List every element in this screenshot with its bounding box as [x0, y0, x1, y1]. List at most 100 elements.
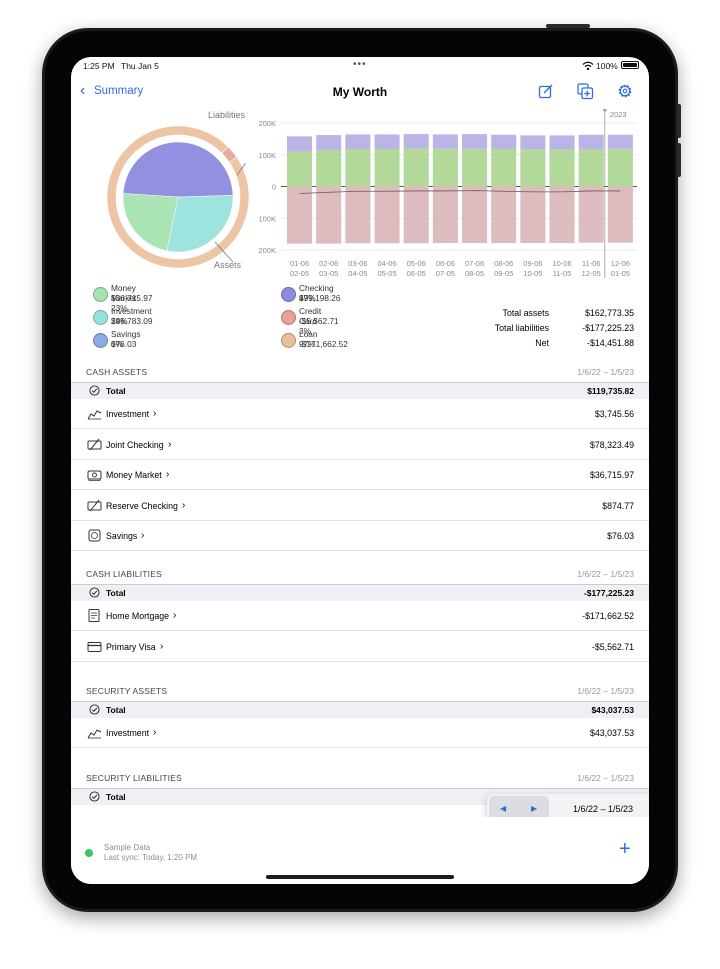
account-row-money-market[interactable]: Money Market $36,715.97 ›	[71, 460, 649, 490]
multitasking-dots-icon[interactable]: •••	[353, 59, 367, 70]
bar-segment	[403, 186, 429, 244]
status-date: Thu Jan 5	[121, 61, 159, 71]
check-icon	[87, 438, 102, 450]
net-worth-line	[299, 190, 621, 194]
bar-segment	[287, 151, 313, 187]
bar-segment	[345, 134, 371, 150]
assets-leader-line	[214, 241, 234, 263]
chevron-right-icon: ›	[153, 408, 157, 419]
gear-icon[interactable]	[617, 83, 633, 99]
security-assets-range: 1/6/22 – 1/5/23	[577, 686, 634, 696]
account-row-savings[interactable]: Savings $76.03 ›	[71, 521, 649, 551]
account-row-joint-checking[interactable]: Joint Checking $78,323.49 ›	[71, 430, 649, 460]
bar-segment	[432, 186, 458, 244]
top-button	[546, 24, 590, 28]
money-icon	[87, 470, 102, 481]
bar-segment	[403, 148, 429, 187]
pie-slice-investment	[166, 195, 234, 253]
bar-segment	[316, 186, 342, 244]
liabilities-ring	[106, 125, 250, 269]
account-balance: $36,715.97	[589, 470, 634, 480]
total-label: Total	[106, 792, 126, 802]
total-liabilities-value: -$177,225.23	[582, 323, 634, 333]
legend-swatch	[281, 310, 296, 325]
legend-label: Checking 49%	[299, 283, 334, 303]
chart-icon	[87, 729, 102, 739]
account-balance: $3,745.56	[594, 409, 634, 419]
x-tick-label: 04-05	[348, 269, 367, 278]
legend-value: $36,715.97	[111, 293, 153, 303]
x-tick-label: 11-06	[582, 259, 601, 268]
legend-swatch	[281, 333, 296, 348]
chart-legend: Money Market 23% $36,715.97 Investment 29%…	[93, 283, 393, 353]
credit-card-icon	[87, 641, 102, 652]
x-tick-label: 06-06	[436, 259, 455, 268]
x-tick-label: 09-05	[494, 269, 513, 278]
total-assets-label: Total assets	[502, 308, 549, 318]
x-tick-label: 06-05	[407, 269, 426, 278]
bar-segment	[345, 186, 371, 244]
assets-pie	[122, 141, 234, 253]
status-time: 1:25 PM	[83, 61, 115, 71]
account-row-reserve-checking[interactable]: Reserve Checking $874.77 ›	[71, 491, 649, 521]
bar-segment	[491, 134, 517, 150]
bar-segment	[403, 134, 429, 149]
chevron-right-icon: ›	[166, 469, 170, 480]
legend-swatch	[93, 333, 108, 348]
bar-segment	[520, 135, 546, 150]
chevron-right-icon: ›	[141, 530, 145, 541]
piggy-bank-icon	[88, 529, 101, 542]
screen: 1:25 PM Thu Jan 5 ••• 100% ‹ Summary My …	[71, 57, 649, 884]
duplicate-add-icon[interactable]	[577, 83, 594, 100]
bar-segment	[520, 186, 546, 244]
battery-icon	[621, 61, 639, 69]
x-tick-label: 10-06	[552, 259, 571, 268]
compose-icon[interactable]	[538, 83, 554, 99]
bar-segment	[462, 148, 488, 187]
account-name: Joint Checking	[106, 439, 164, 450]
legend-label: Savings 0%	[111, 329, 141, 349]
account-row-investment[interactable]: Investment $3,745.56 ›	[71, 399, 649, 429]
bar-segment	[578, 149, 604, 187]
account-balance: $874.77	[602, 500, 634, 511]
cash-assets-total-row[interactable]: Total $119,735.82	[71, 382, 649, 399]
account-row-investment[interactable]: Investment $43,037.53 ›	[71, 718, 649, 748]
cash-liabilities-total-row[interactable]: Total -$177,225.23	[71, 584, 649, 601]
next-period-button[interactable]: ▶	[531, 804, 538, 813]
footer-bar: Sample Data Last sync: Today, 1:20 PM +	[71, 817, 649, 884]
sync-status-icon	[85, 849, 93, 857]
bar-segment	[374, 186, 400, 244]
x-tick-label: 12-06	[611, 259, 630, 268]
chevron-right-icon: ›	[182, 499, 186, 511]
bar-segment	[607, 186, 633, 243]
cash-assets-header: CASH ASSETS	[86, 367, 148, 377]
legend-value: $79,198.26	[299, 293, 341, 303]
total-label: Total	[106, 386, 126, 396]
x-tick-label: 11-05	[553, 269, 572, 278]
chevron-right-icon: ›	[160, 640, 164, 652]
legend-value: $46,783.09	[111, 316, 153, 326]
account-row-home-mortgage[interactable]: Home Mortgage -$171,662.52 ›	[71, 601, 649, 631]
y-tick-label: 100K	[258, 214, 276, 223]
add-button[interactable]: +	[619, 838, 631, 860]
bar-segment	[287, 186, 313, 244]
legend-label: Investment 29%	[111, 306, 152, 326]
back-chevron-icon[interactable]: ‹	[80, 82, 86, 99]
chevron-right-icon: ›	[168, 438, 172, 450]
security-assets-total-row[interactable]: Total $43,037.53	[71, 701, 649, 718]
legend-label: Loan 97%	[299, 329, 318, 349]
total-liabilities-label: Total liabilities	[494, 323, 549, 333]
y-tick-label: 100K	[258, 151, 276, 160]
period-range-button[interactable]: 1/6/22 – 1/5/23	[573, 804, 634, 814]
account-row-primary-visa[interactable]: Primary Visa -$5,562.71 ›	[71, 632, 649, 662]
legend-label: Credit Card 3%	[299, 306, 322, 336]
total-value: $43,037.53	[591, 705, 634, 715]
bar-segment	[374, 134, 400, 150]
back-button[interactable]: Summary	[94, 85, 144, 97]
document-icon	[88, 609, 100, 622]
bar-segment	[462, 186, 488, 244]
chevron-right-icon: ›	[173, 610, 177, 621]
bar-segment	[491, 186, 517, 244]
previous-period-button[interactable]: ◀	[500, 804, 507, 813]
